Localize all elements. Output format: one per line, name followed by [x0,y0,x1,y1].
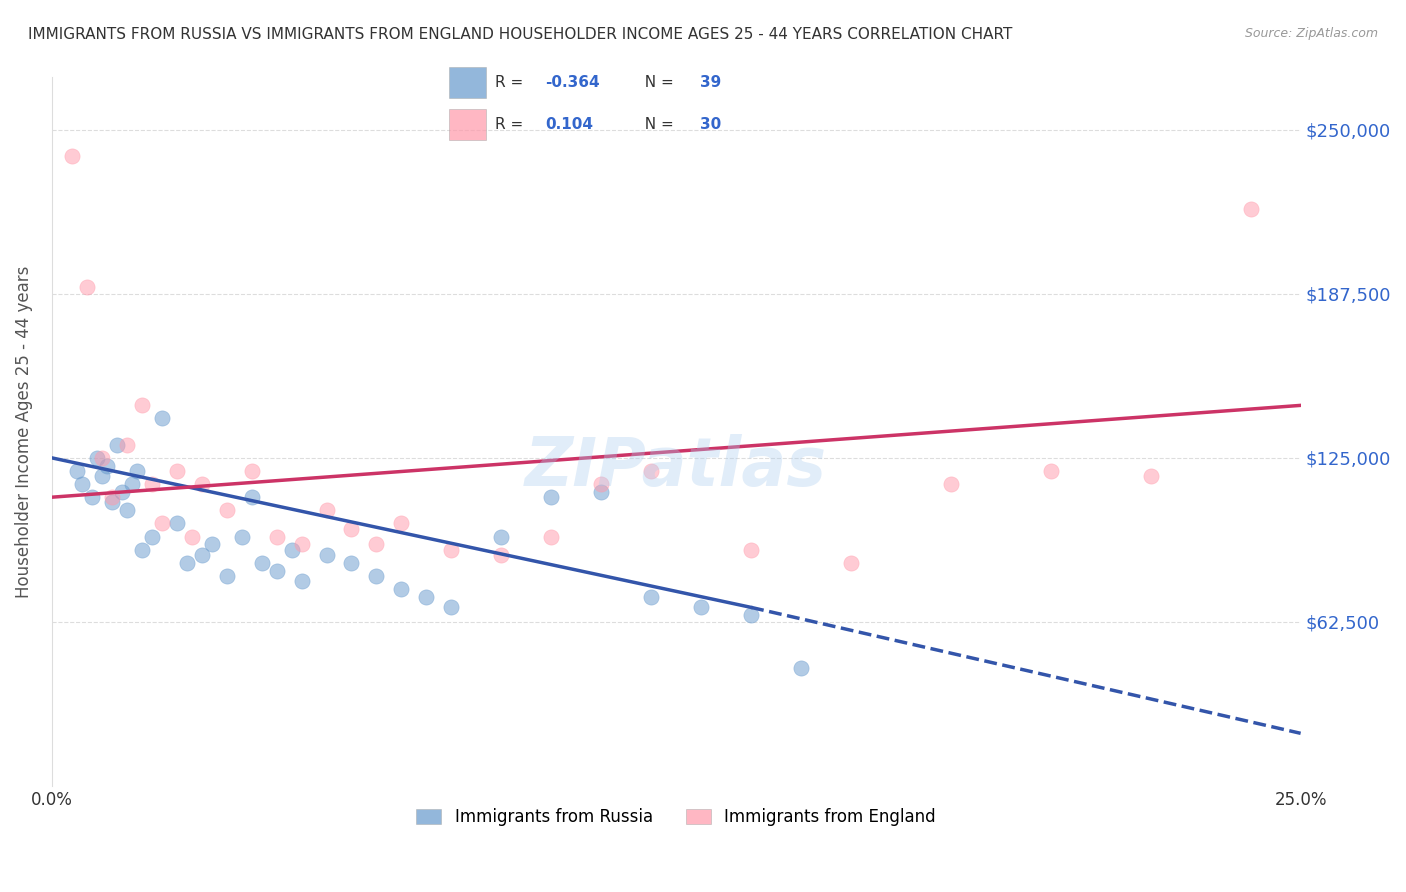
Point [1139,469,1161,483]
Point [690,600,713,615]
Point [740,608,762,623]
Point [740,542,762,557]
Point [491,530,513,544]
Point [640,590,662,604]
Point [366,569,388,583]
Point [290,574,312,589]
Y-axis label: Householder Income Ages 25 - 44 years: Householder Income Ages 25 - 44 years [15,266,32,598]
Point [166,516,188,531]
Point [215,569,238,583]
Point [166,464,188,478]
Text: 30: 30 [700,118,721,132]
Point [176,556,198,570]
Point [640,464,662,478]
Point [591,477,613,491]
Point [141,477,163,491]
Point [540,490,562,504]
Point [440,600,463,615]
Text: N =: N = [634,118,678,132]
Point [340,522,363,536]
Text: R =: R = [495,76,529,90]
Point [939,477,962,491]
Point [366,537,388,551]
Point [391,582,413,596]
Point [315,503,337,517]
FancyBboxPatch shape [449,67,486,98]
Point [280,542,302,557]
Point [839,556,862,570]
Point [1039,464,1062,478]
Point [70,477,93,491]
Point [96,458,118,473]
Point [266,530,288,544]
Text: 39: 39 [700,76,721,90]
Point [125,464,148,478]
Point [201,537,224,551]
Text: R =: R = [495,118,529,132]
Point [266,564,288,578]
Point [115,438,138,452]
Point [66,464,89,478]
Point [90,469,112,483]
Point [340,556,363,570]
Point [141,530,163,544]
Point [86,450,108,465]
Point [111,485,134,500]
Point [100,490,122,504]
Point [150,516,173,531]
Point [540,530,562,544]
Point [60,149,83,163]
Point [215,503,238,517]
Text: -0.364: -0.364 [546,76,599,90]
Point [100,495,122,509]
Point [105,438,128,452]
Point [290,537,312,551]
Point [131,398,153,412]
Point [240,464,263,478]
Point [80,490,103,504]
Point [180,530,202,544]
Point [790,661,813,675]
FancyBboxPatch shape [449,109,486,140]
Point [115,503,138,517]
Point [1240,202,1263,216]
Point [591,485,613,500]
Point [240,490,263,504]
Point [315,548,337,562]
Text: IMMIGRANTS FROM RUSSIA VS IMMIGRANTS FROM ENGLAND HOUSEHOLDER INCOME AGES 25 - 4: IMMIGRANTS FROM RUSSIA VS IMMIGRANTS FRO… [28,27,1012,42]
Text: N =: N = [634,76,678,90]
Point [391,516,413,531]
Point [150,411,173,425]
Point [131,542,153,557]
Point [121,477,143,491]
Text: Source: ZipAtlas.com: Source: ZipAtlas.com [1244,27,1378,40]
Point [440,542,463,557]
Point [190,548,212,562]
Point [415,590,437,604]
Point [491,548,513,562]
Point [76,280,98,294]
Text: 0.104: 0.104 [546,118,593,132]
Point [190,477,212,491]
Point [231,530,253,544]
Text: ZIPatlas: ZIPatlas [526,434,827,500]
Legend: Immigrants from Russia, Immigrants from England: Immigrants from Russia, Immigrants from … [408,799,945,834]
Point [90,450,112,465]
Point [250,556,273,570]
